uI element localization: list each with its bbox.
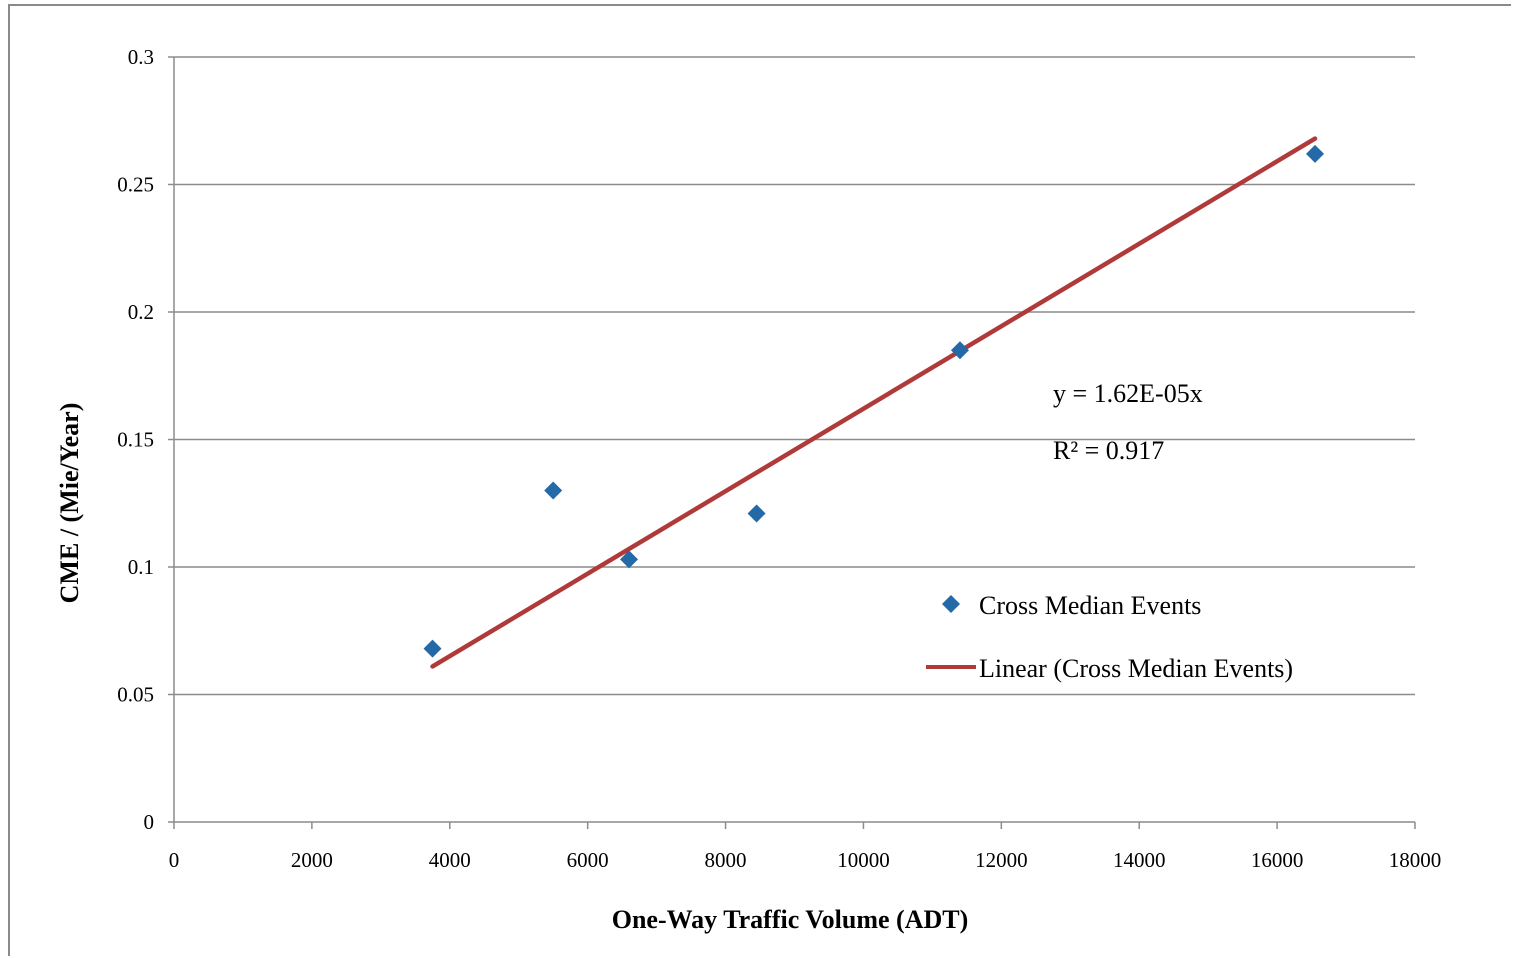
data-point [1306, 144, 1325, 163]
x-axis-title: One-Way Traffic Volume (ADT) [612, 905, 969, 934]
legend-diamond-icon [942, 595, 960, 613]
x-tick-label: 12000 [975, 848, 1028, 872]
x-tick-label: 18000 [1389, 848, 1442, 872]
y-tick-label: 0.05 [117, 683, 154, 707]
data-point [950, 341, 969, 360]
y-tick-label: 0 [144, 810, 155, 834]
y-tick-label: 0.2 [128, 300, 154, 324]
x-tick-label: 0 [169, 848, 180, 872]
data-point [423, 639, 442, 658]
r-squared-annotation: R² = 0.917 [1053, 436, 1164, 465]
grid-lines [174, 56, 1415, 696]
x-tick-label: 4000 [429, 848, 471, 872]
legend-label-trendline: Linear (Cross Median Events) [979, 654, 1293, 683]
x-tick-label: 14000 [1113, 848, 1166, 872]
x-tick-label: 6000 [567, 848, 609, 872]
x-tick-label: 2000 [291, 848, 333, 872]
data-point [747, 504, 766, 523]
trendline [430, 136, 1318, 669]
x-tick-label: 8000 [705, 848, 747, 872]
data-point [544, 481, 563, 500]
y-axis-ticks: 0 0.05 0.1 0.15 0.2 0.25 0.3 [117, 45, 174, 834]
x-axis-ticks: 0 2000 4000 6000 8000 10000 12000 14000 16000 180… [169, 822, 1442, 872]
equation-annotation: y = 1.62E-05x [1053, 379, 1203, 408]
y-tick-label: 0.15 [117, 428, 154, 452]
y-tick-label: 0.3 [128, 45, 154, 69]
data-points [423, 144, 1325, 658]
legend: Cross Median Events Linear (Cross Median… [926, 591, 1293, 683]
data-point [620, 550, 639, 569]
x-tick-label: 16000 [1251, 848, 1304, 872]
legend-label-series: Cross Median Events [979, 591, 1201, 620]
y-axis-title: CME / (Mie/Year) [55, 403, 84, 604]
x-tick-label: 10000 [837, 848, 890, 872]
y-tick-label: 0.25 [117, 173, 154, 197]
trendline-layer [430, 136, 1318, 669]
chart-frame [8, 4, 1511, 956]
y-tick-label: 0.1 [128, 555, 154, 579]
